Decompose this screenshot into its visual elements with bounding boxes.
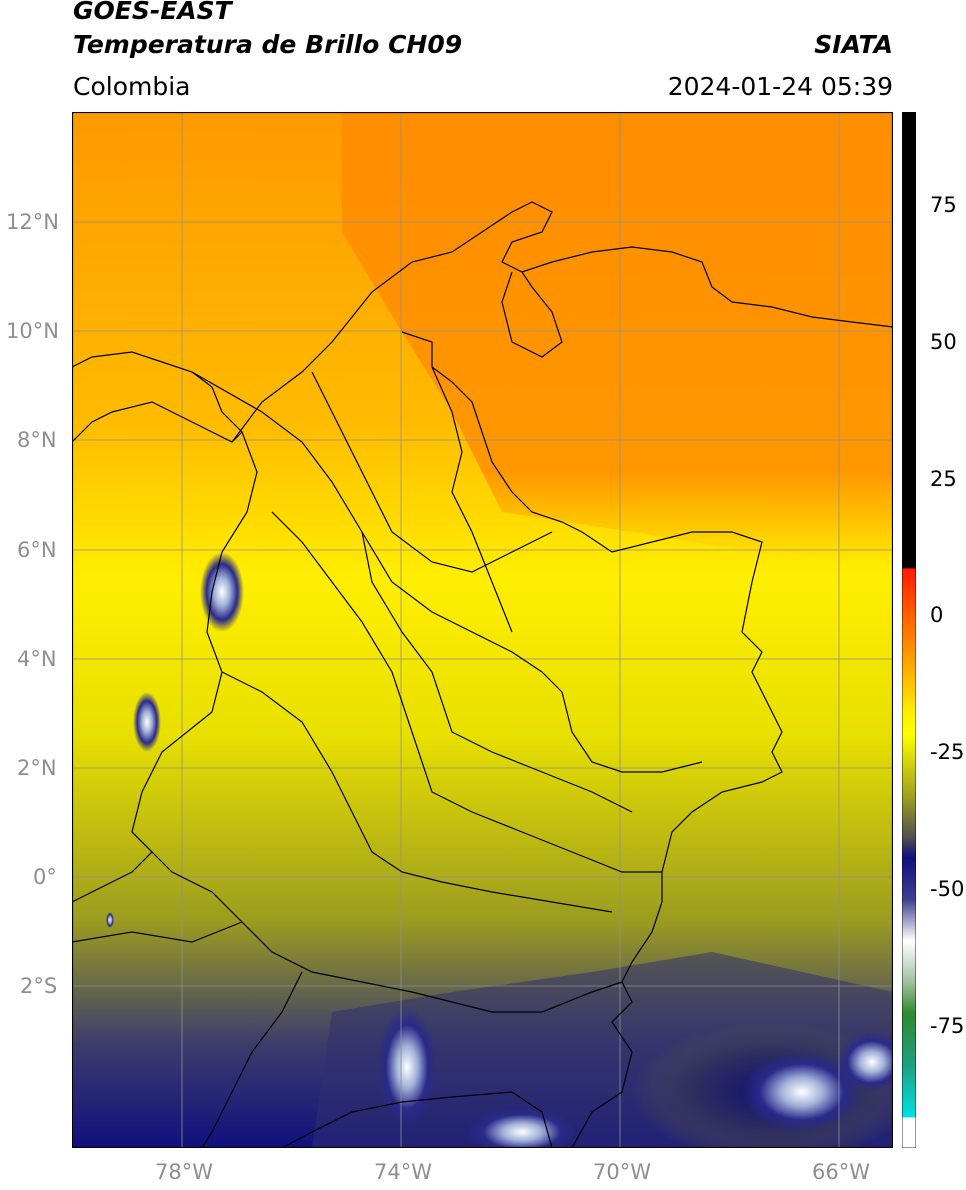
colorbar-tick-minus-50: -50: [930, 877, 965, 901]
cloud-pacific-1: [200, 552, 244, 632]
lon-label-74w: 74°W: [374, 1160, 432, 1184]
colorbar-tick-75: 75: [930, 193, 957, 217]
lat-label-10n: 10°N: [6, 319, 59, 343]
lat-label-6n: 6°N: [17, 538, 57, 562]
colorbar-tick-minus-75: -75: [930, 1014, 965, 1038]
title-goes-east: GOES-EAST: [73, 0, 232, 25]
lat-label-2n: 2°N: [17, 756, 57, 780]
gridlines: [72, 112, 893, 1148]
lon-label-78w: 78°W: [155, 1160, 213, 1184]
colorbar-tick-0: 0: [930, 603, 944, 627]
lat-label-2s: 2°S: [20, 974, 58, 998]
region-label: Colombia: [73, 72, 191, 101]
timestamp-label: 2024-01-24 05:39: [667, 72, 893, 101]
cloud-pacific-3: [106, 912, 114, 928]
lon-label-70w: 70°W: [593, 1160, 651, 1184]
colorbar-tick-25: 25: [930, 467, 957, 491]
cloud-cell-1: [742, 1052, 862, 1132]
colorbar-tick-minus-25: -25: [930, 740, 965, 764]
lat-label-12n: 12°N: [6, 210, 59, 234]
title-product: Temperatura de Brillo CH09: [73, 30, 463, 59]
brand-label: SIATA: [814, 30, 893, 59]
cloud-pacific-2: [133, 692, 161, 752]
map-frame: [72, 112, 893, 1148]
lon-label-66w: 66°W: [812, 1160, 870, 1184]
colorbar: [902, 112, 916, 1148]
lat-label-4n: 4°N: [17, 647, 57, 671]
warm-region: [342, 112, 893, 562]
cloud-cell-2: [377, 1007, 437, 1127]
cloud-cell-4: [837, 1032, 893, 1092]
colorbar-tick-50: 50: [930, 330, 957, 354]
lat-label-0: 0°: [33, 865, 57, 889]
lat-label-8n: 8°N: [17, 428, 57, 452]
map-panel: [72, 112, 893, 1148]
coastlines-borders: [72, 201, 893, 1148]
